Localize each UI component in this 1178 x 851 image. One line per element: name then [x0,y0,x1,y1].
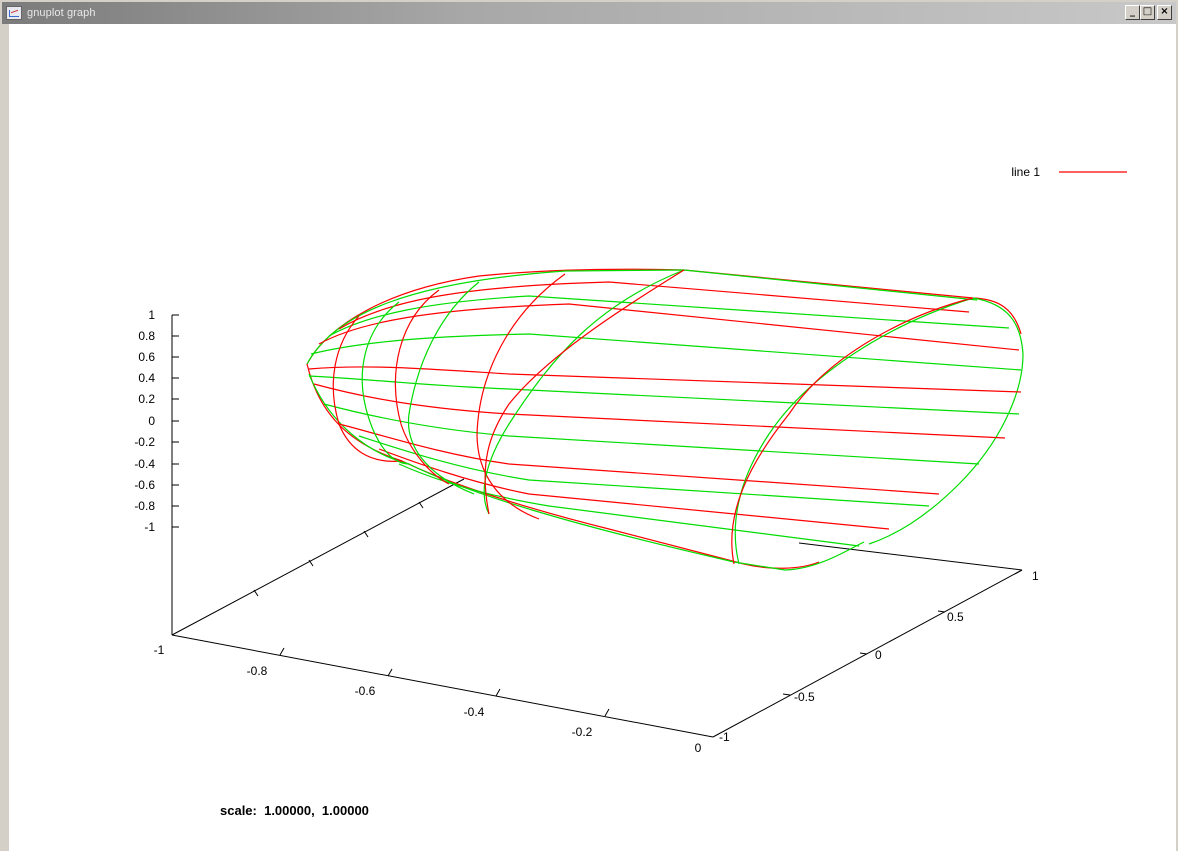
z-axis-ticks: 1 0.8 0.6 0.4 0.2 0 -0.2 -0.4 -0.6 -0.8 … [134,308,179,534]
z-tick-label: -0.2 [134,435,155,449]
surface-section-red [476,273,566,520]
y-axis [712,569,1023,738]
x-axis [171,634,714,738]
legend-label: line 1 [1011,165,1040,179]
surface-line-green [358,435,930,507]
x-tick-mark [279,647,285,656]
surface-section-red [731,297,974,565]
close-button[interactable]: × [1157,5,1172,20]
z-tick-label: 0 [148,414,155,428]
back-x-axis [171,478,465,636]
x-tick-mark [604,708,610,717]
surface-line-red [318,303,1020,351]
scale-status: scale: 1.00000, 1.00000 [220,803,369,818]
x-tick-mark [253,589,259,597]
x-tick-mark [418,501,424,509]
x-axis-ticks: -1 -0.8 -0.6 -0.4 -0.2 0 [154,501,702,755]
y-tick-mark [859,652,868,655]
surface-line-red [313,383,1006,439]
surface-section-green [483,269,685,515]
z-tick-label: -1 [144,520,155,534]
maximize-button[interactable]: □ [1140,5,1155,20]
surface-plot: 1 0.8 0.6 0.4 0.2 0 -0.2 -0.4 -0.6 -0.8 … [134,165,1127,755]
x-tick-label: -1 [154,643,165,657]
y-tick-label: 0.5 [947,610,964,624]
x-tick-mark [495,688,501,697]
x-tick-label: -0.4 [464,705,485,719]
surface-section-green [361,301,410,465]
surface-line-red [378,448,890,530]
plot-canvas[interactable]: 1 0.8 0.6 0.4 0.2 0 -0.2 -0.4 -0.6 -0.8 … [9,24,1176,851]
y-tick-mark [937,610,946,613]
title-bar[interactable]: gnuplot graph _ □ × [2,2,1176,24]
surface-section-red [332,315,403,462]
surface-line-red [338,281,970,330]
z-tick-label: 0.2 [138,392,155,406]
z-tick-label: -0.4 [134,457,155,471]
x-tick-label: -0.8 [247,664,268,678]
x-tick-mark [387,668,393,677]
surface-line-green [398,463,860,547]
x-tick-mark [308,559,314,567]
legend: line 1 [1011,165,1127,179]
surface-line-red [308,366,1022,393]
surface-outline-top [306,268,1022,365]
x-tick-label: -0.2 [572,725,593,739]
surface-section-green [407,281,480,495]
window-controls: _ □ × [1125,5,1172,20]
surface-line-green [310,333,1022,371]
y-tick-mark [782,693,791,696]
back-y-axis [798,542,1023,571]
y-tick-label: -1 [719,730,730,744]
z-tick-label: -0.6 [134,478,155,492]
surface-section-red [484,269,685,515]
window-title: gnuplot graph [27,7,96,19]
x-tick-label: -0.6 [355,684,376,698]
surface-line-red [338,423,940,495]
surface-line-green [328,295,1010,337]
surface-outline-bottom [306,363,820,569]
y-tick-label: -0.5 [794,690,815,704]
z-tick-label: 0.6 [138,350,155,364]
surface-outline-bottom-green [308,373,865,571]
surface-outline-back-green [306,269,978,365]
axes [171,315,1023,738]
surface-section-green [734,297,974,565]
z-tick-label: -0.8 [134,499,155,513]
surface-mesh [306,268,1024,571]
surface-line-green [308,375,1020,415]
x-tick-mark [363,530,369,538]
y-tick-mark [1014,569,1023,575]
z-tick-label: 1 [148,308,155,322]
x-tick-label: 0 [695,741,702,755]
surface-line-green [323,403,980,465]
z-tick-label: 0.4 [138,371,155,385]
gnuplot-app-icon[interactable] [6,6,22,20]
y-tick-label: 0 [875,648,882,662]
surface-outline-right [868,297,1024,545]
minimize-button[interactable]: _ [1125,5,1140,20]
surface-section-red [394,289,450,485]
y-axis-ticks: -1 -0.5 0 0.5 1 [719,569,1039,744]
z-tick-label: 0.8 [138,329,155,343]
y-tick-label: 1 [1032,569,1039,583]
